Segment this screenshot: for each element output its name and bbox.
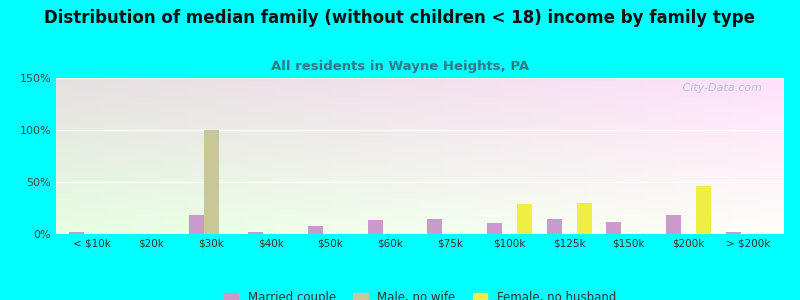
- Bar: [487, 223, 502, 234]
- Text: City-Data.com: City-Data.com: [679, 83, 762, 93]
- Text: All residents in Wayne Heights, PA: All residents in Wayne Heights, PA: [271, 60, 529, 73]
- Bar: [517, 204, 532, 234]
- Bar: [204, 130, 218, 234]
- Bar: [368, 220, 382, 234]
- Bar: [427, 219, 442, 234]
- Legend: Married couple, Male, no wife, Female, no husband: Married couple, Male, no wife, Female, n…: [219, 287, 621, 300]
- Text: Distribution of median family (without children < 18) income by family type: Distribution of median family (without c…: [45, 9, 755, 27]
- Bar: [70, 232, 84, 234]
- Bar: [249, 232, 263, 234]
- Bar: [606, 221, 622, 234]
- Bar: [696, 186, 711, 234]
- Bar: [577, 203, 591, 234]
- Bar: [189, 215, 204, 234]
- Bar: [547, 219, 562, 234]
- Bar: [726, 232, 741, 234]
- Bar: [308, 226, 323, 234]
- Bar: [666, 215, 681, 234]
